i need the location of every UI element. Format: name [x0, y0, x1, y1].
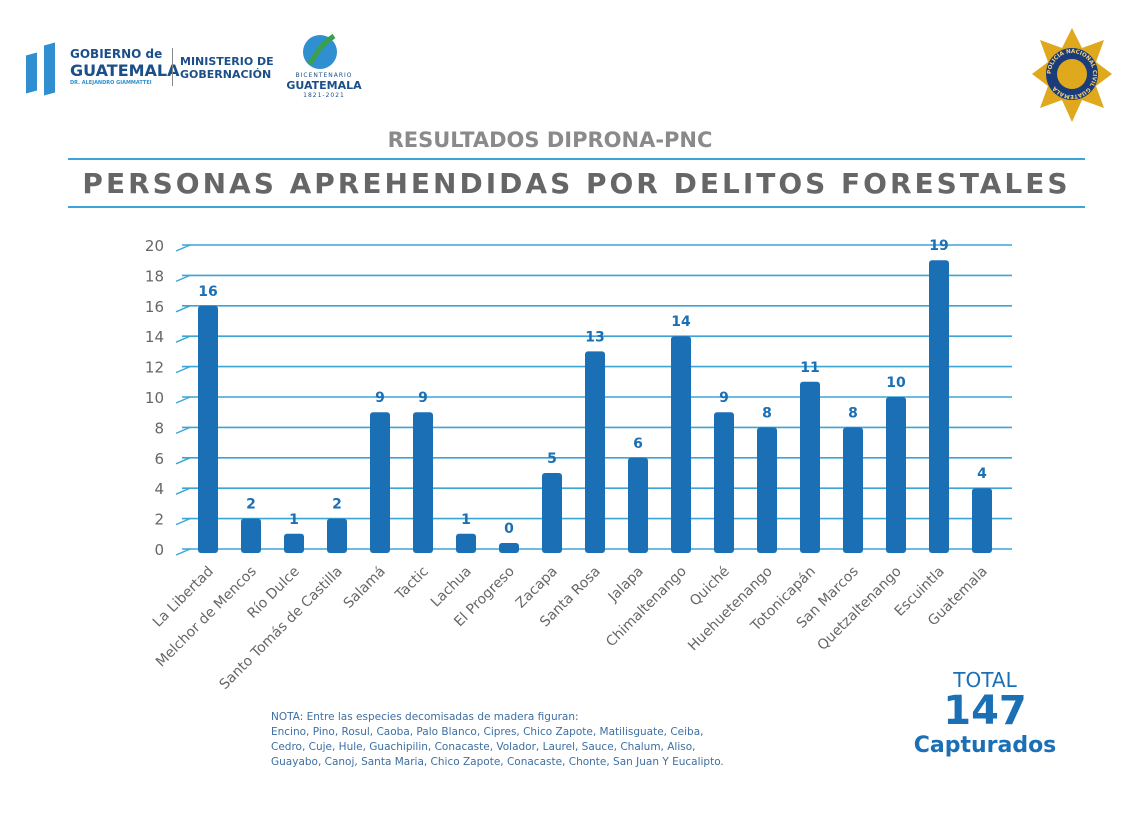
ministry-line2: GOBERNACIÓN — [180, 68, 272, 81]
bicentenario-line1: BICENTENARIO — [295, 72, 353, 79]
tick-mark — [175, 335, 191, 343]
y-tick-label: 0 — [154, 541, 164, 559]
tick-mark — [175, 365, 191, 374]
y-tick-label: 20 — [145, 237, 164, 255]
gov-line3: DR. ALEJANDRO GIAMMATTEI — [70, 80, 152, 86]
bar — [886, 397, 906, 553]
y-tick-label: 2 — [154, 511, 164, 529]
x-tick-label: Salamá — [341, 564, 389, 612]
x-tick-label: Jalapa — [605, 564, 647, 606]
data-label: 6 — [633, 436, 643, 452]
bar — [284, 533, 304, 553]
tick-mark — [175, 548, 191, 556]
bar — [929, 260, 949, 553]
bar — [413, 412, 433, 553]
bar — [585, 351, 605, 553]
data-label: 9 — [418, 390, 428, 406]
tick-mark — [175, 396, 191, 404]
data-label: 8 — [848, 405, 858, 421]
page-title: PERSONAS APREHENDIDAS POR DELITOS FOREST… — [82, 167, 1071, 200]
tick-mark — [175, 305, 191, 313]
data-label: 14 — [671, 314, 691, 330]
bar — [843, 427, 863, 553]
total-unit: Capturados — [913, 733, 1057, 758]
note: NOTA: Entre las especies decomisadas de … — [271, 710, 791, 770]
y-tick-label: 14 — [145, 328, 164, 346]
data-label: 2 — [332, 497, 342, 513]
total-value: 147 — [943, 688, 1027, 734]
note-line4: Guayabo, Canoj, Santa Maria, Chico Zapot… — [271, 756, 724, 768]
bar — [241, 518, 261, 553]
bicentenario-line3: 1821-2021 — [303, 92, 345, 99]
data-label: 5 — [547, 451, 557, 467]
bar — [714, 412, 734, 553]
bar — [456, 533, 476, 553]
bar — [499, 543, 519, 553]
gov-line2: GUATEMALA — [70, 61, 180, 80]
title-rule-top — [68, 158, 1085, 160]
bicentenario-line2: GUATEMALA — [286, 79, 362, 92]
tick-mark — [175, 426, 191, 435]
title-rule-bottom — [68, 206, 1085, 208]
data-label: 4 — [977, 466, 987, 482]
tick-mark — [175, 457, 191, 465]
tick-mark — [175, 517, 191, 526]
y-tick-label: 16 — [145, 298, 164, 316]
y-tick-label: 12 — [145, 359, 164, 377]
bar — [370, 412, 390, 553]
y-tick-label: 10 — [145, 389, 164, 407]
police-badge-icon: POLICÍA NACIONAL CIVIL GUATEMALA — [1032, 28, 1112, 122]
y-tick-label: 8 — [154, 419, 164, 437]
data-label: 10 — [886, 375, 906, 391]
note-line2: Encino, Pino, Rosul, Caoba, Palo Blanco,… — [271, 726, 704, 738]
bar — [327, 518, 347, 553]
data-label: 9 — [719, 390, 729, 406]
data-label: 9 — [375, 390, 385, 406]
ministry-name: MINISTERIO DE GOBERNACIÓN — [180, 55, 274, 81]
subtitle: RESULTADOS DIPRONA-PNC — [387, 128, 713, 152]
bar — [542, 473, 562, 553]
note-line3: Cedro, Cuje, Hule, Guachipilin, Conacast… — [271, 741, 696, 753]
bar — [671, 336, 691, 553]
y-tick-label: 6 — [154, 450, 164, 468]
x-tick-label: Tactic — [392, 564, 432, 604]
data-label: 1 — [289, 512, 299, 528]
data-label: 1 — [461, 512, 471, 528]
tick-mark — [175, 487, 191, 495]
note-line1: NOTA: Entre las especies decomisadas de … — [271, 711, 579, 723]
data-label: 16 — [198, 284, 217, 300]
bicentenario-logo — [303, 33, 337, 69]
data-label: 13 — [585, 329, 604, 345]
divider — [172, 48, 173, 86]
x-tick-label: Chimaltenango — [603, 564, 690, 651]
bar — [757, 427, 777, 553]
data-label: 8 — [762, 405, 772, 421]
bar — [800, 381, 820, 553]
bar — [628, 457, 648, 553]
tick-mark — [175, 244, 191, 252]
data-label: 2 — [246, 497, 256, 513]
y-tick-label: 4 — [154, 480, 164, 498]
data-label: 0 — [504, 521, 514, 537]
data-label: 19 — [929, 238, 948, 254]
data-label: 11 — [800, 360, 819, 376]
tick-mark — [175, 274, 191, 283]
bar — [198, 305, 218, 553]
y-tick-label: 18 — [145, 267, 164, 285]
total-label: TOTAL — [953, 668, 1017, 692]
gov-line1: GOBIERNO de — [70, 47, 163, 61]
bar — [972, 488, 992, 553]
ministry-line1: MINISTERIO DE — [180, 55, 274, 68]
